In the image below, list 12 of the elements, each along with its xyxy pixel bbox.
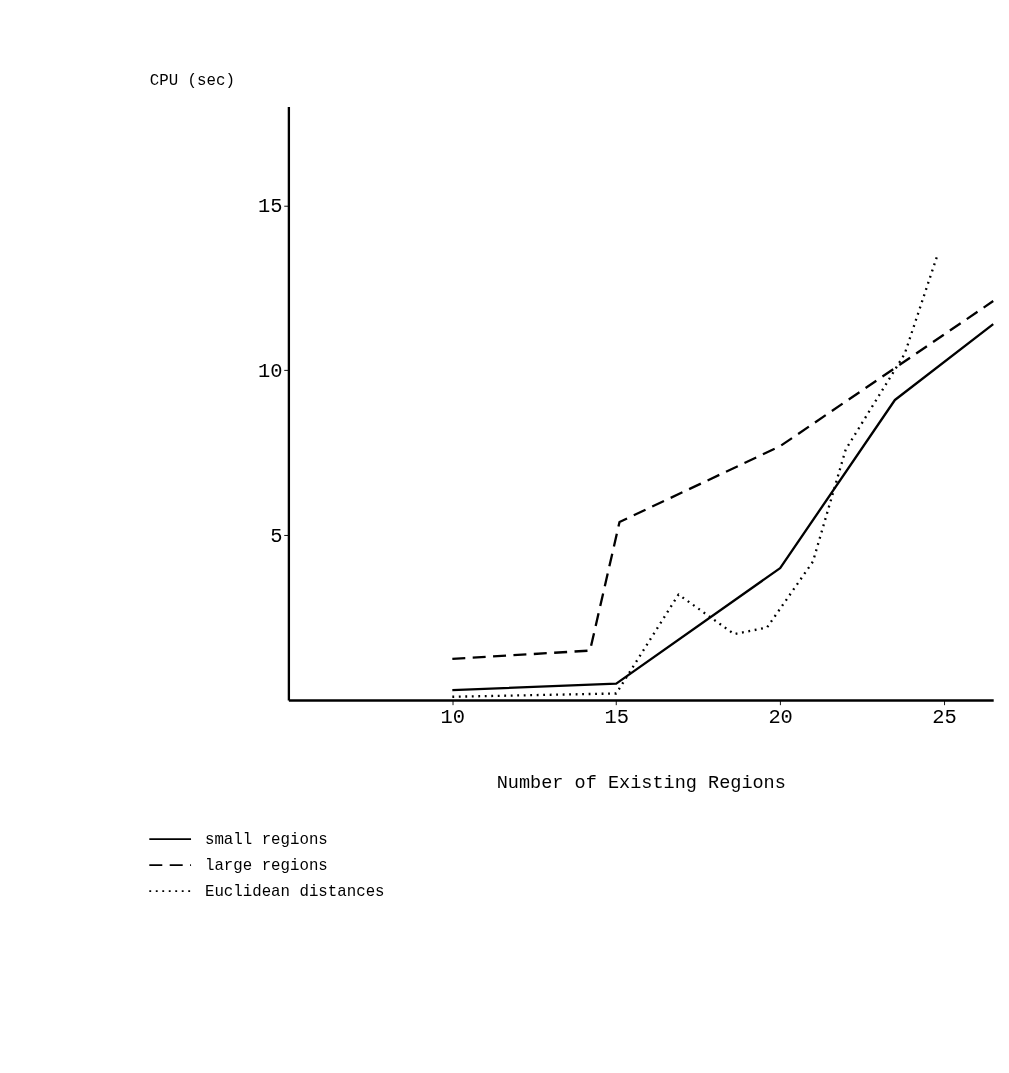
y-axis-title: CPU (sec) bbox=[149, 71, 235, 90]
x-tick-label: 25 bbox=[932, 705, 957, 729]
legend-label: large regions bbox=[204, 856, 328, 875]
y-tick-label: 5 bbox=[270, 525, 283, 549]
x-tick-label: 20 bbox=[768, 705, 793, 729]
x-axis-title: Number of Existing Regions bbox=[496, 772, 786, 794]
y-tick-label: 10 bbox=[257, 360, 283, 384]
legend-label: small regions bbox=[204, 830, 328, 849]
x-tick-label: 15 bbox=[604, 705, 629, 729]
x-tick-label: 10 bbox=[440, 705, 466, 729]
y-tick-label: 15 bbox=[257, 195, 283, 219]
legend-label: Euclidean distances bbox=[204, 882, 385, 901]
